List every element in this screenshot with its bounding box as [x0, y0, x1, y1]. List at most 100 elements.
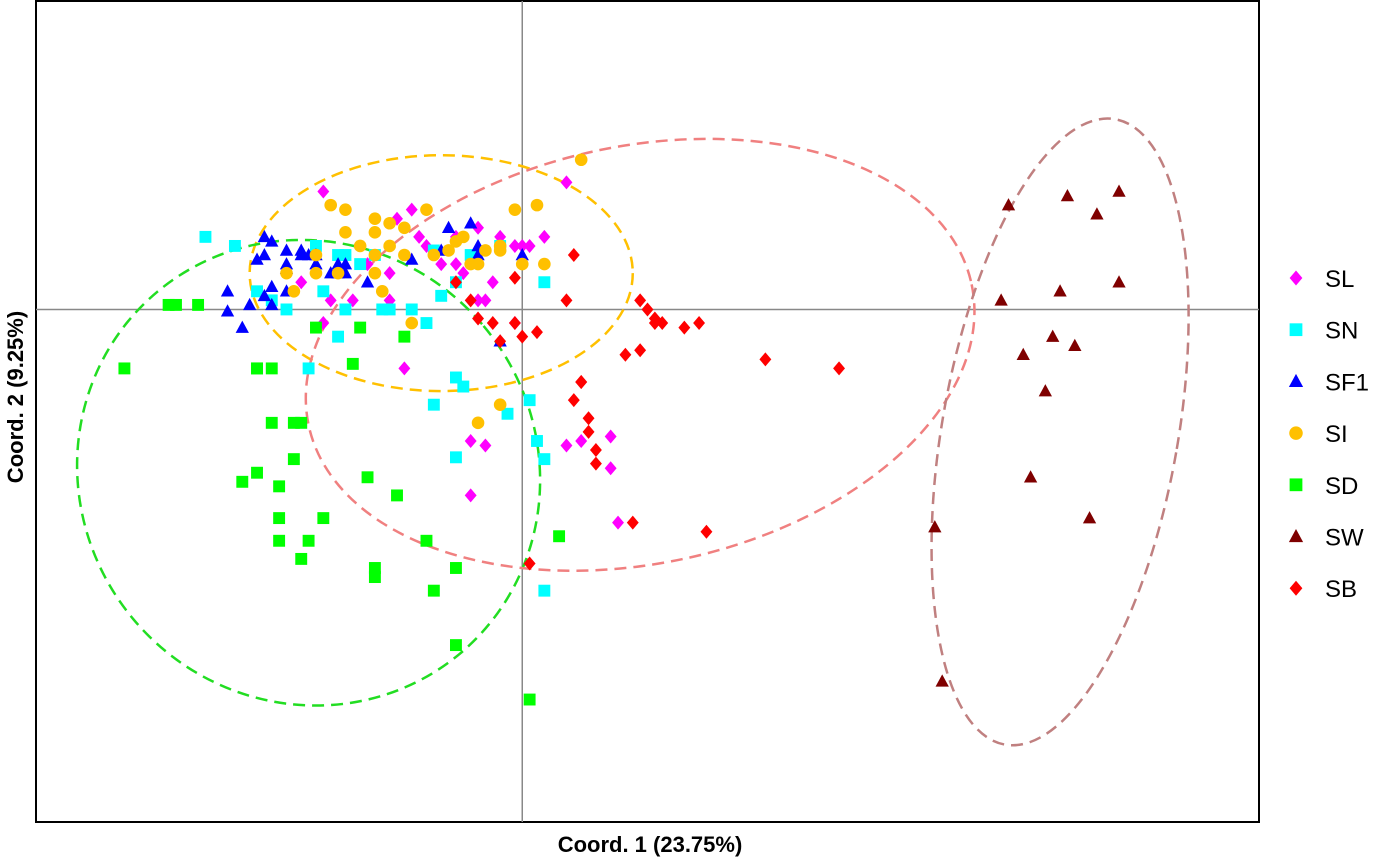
point-sw — [1090, 207, 1104, 220]
point-sl — [317, 184, 330, 199]
point-sd — [302, 534, 315, 547]
legend-label-sw: SW — [1325, 525, 1364, 552]
series-sf1 — [220, 216, 529, 347]
point-sn — [420, 317, 433, 329]
point-sn — [457, 380, 470, 393]
point-si — [383, 216, 396, 230]
point-sn — [302, 362, 315, 375]
point-sn — [405, 303, 418, 316]
legend: SL SN SF1 SI SD SW SB — [1288, 266, 1369, 603]
point-sn — [449, 371, 462, 384]
point-sd — [449, 639, 462, 652]
point-si — [331, 266, 345, 280]
point-sb — [449, 275, 462, 290]
point-sb — [508, 270, 521, 285]
point-sn — [228, 239, 241, 252]
point-sd — [354, 321, 367, 334]
series-si — [280, 153, 588, 430]
point-sn — [339, 303, 352, 316]
point-sb — [589, 443, 602, 458]
ellipse-si — [248, 153, 635, 393]
legend-item-sb: SB — [1289, 576, 1357, 603]
point-si — [368, 266, 382, 280]
point-si — [309, 266, 323, 280]
point-sl — [604, 429, 617, 444]
plot-frame — [35, 0, 1260, 823]
point-sf1 — [279, 243, 294, 256]
legend-marker-sw — [1288, 529, 1304, 543]
point-sl — [560, 438, 573, 453]
point-si — [398, 221, 411, 235]
point-sb — [759, 352, 772, 367]
point-sd — [287, 416, 300, 429]
point-sb — [589, 456, 602, 471]
point-sb — [508, 316, 521, 331]
point-si — [515, 257, 529, 271]
point-sf1 — [441, 220, 456, 234]
point-si — [493, 244, 507, 257]
point-sn — [332, 330, 345, 343]
point-sd — [361, 471, 374, 484]
point-sf1 — [257, 229, 272, 243]
point-sw — [1112, 184, 1126, 197]
point-sb — [693, 316, 706, 331]
point-sd — [287, 453, 300, 466]
point-sn — [317, 285, 330, 298]
point-sl — [383, 266, 396, 281]
point-sd — [162, 298, 175, 311]
point-sw — [1060, 189, 1075, 202]
point-sn — [464, 249, 477, 261]
point-sd — [251, 466, 263, 479]
point-sf1 — [515, 248, 529, 261]
point-sd — [273, 480, 286, 493]
point-sd — [265, 362, 278, 375]
point-sn — [354, 258, 367, 271]
legend-item-sd: SD — [1289, 473, 1358, 500]
point-sb — [626, 515, 639, 530]
point-sb — [700, 524, 713, 539]
point-si — [449, 235, 463, 248]
point-sb — [582, 411, 595, 426]
point-sb — [494, 334, 507, 349]
point-sl — [538, 229, 551, 244]
point-sb — [531, 325, 543, 340]
point-sn — [383, 303, 396, 316]
point-sw — [1082, 511, 1097, 524]
legend-label-si: SI — [1325, 421, 1348, 448]
point-sn — [531, 435, 543, 447]
point-sd — [391, 489, 403, 502]
legend-item-si: SI — [1289, 421, 1348, 448]
point-sd — [295, 552, 308, 565]
point-sd — [192, 298, 205, 311]
point-sb — [523, 556, 536, 571]
point-si — [442, 244, 455, 257]
point-sb — [516, 329, 529, 344]
point-sn — [199, 230, 212, 243]
legend-label-sl: SL — [1325, 266, 1354, 293]
point-sb — [634, 343, 647, 358]
y-axis-title: Coord. 2 (9.25%) — [3, 311, 28, 483]
legend-marker-sl — [1289, 270, 1303, 286]
point-sl — [472, 293, 484, 308]
point-sn — [523, 394, 536, 407]
point-sd — [170, 298, 182, 311]
point-sd — [398, 330, 411, 343]
point-sd — [523, 693, 536, 706]
point-sl — [575, 433, 588, 448]
point-sb — [634, 293, 647, 308]
point-sf1 — [257, 288, 272, 302]
point-si — [493, 398, 507, 411]
point-sd — [449, 562, 462, 574]
point-sb — [619, 347, 632, 362]
point-si — [508, 203, 522, 216]
point-si — [287, 284, 301, 298]
point-sl — [464, 433, 477, 448]
point-sn — [280, 303, 293, 316]
point-sb — [648, 316, 661, 331]
point-sl — [612, 515, 624, 530]
point-sb — [567, 248, 580, 263]
point-sl — [508, 238, 521, 253]
point-sf1 — [471, 248, 485, 261]
point-sd — [265, 416, 278, 429]
point-sd — [427, 584, 440, 597]
